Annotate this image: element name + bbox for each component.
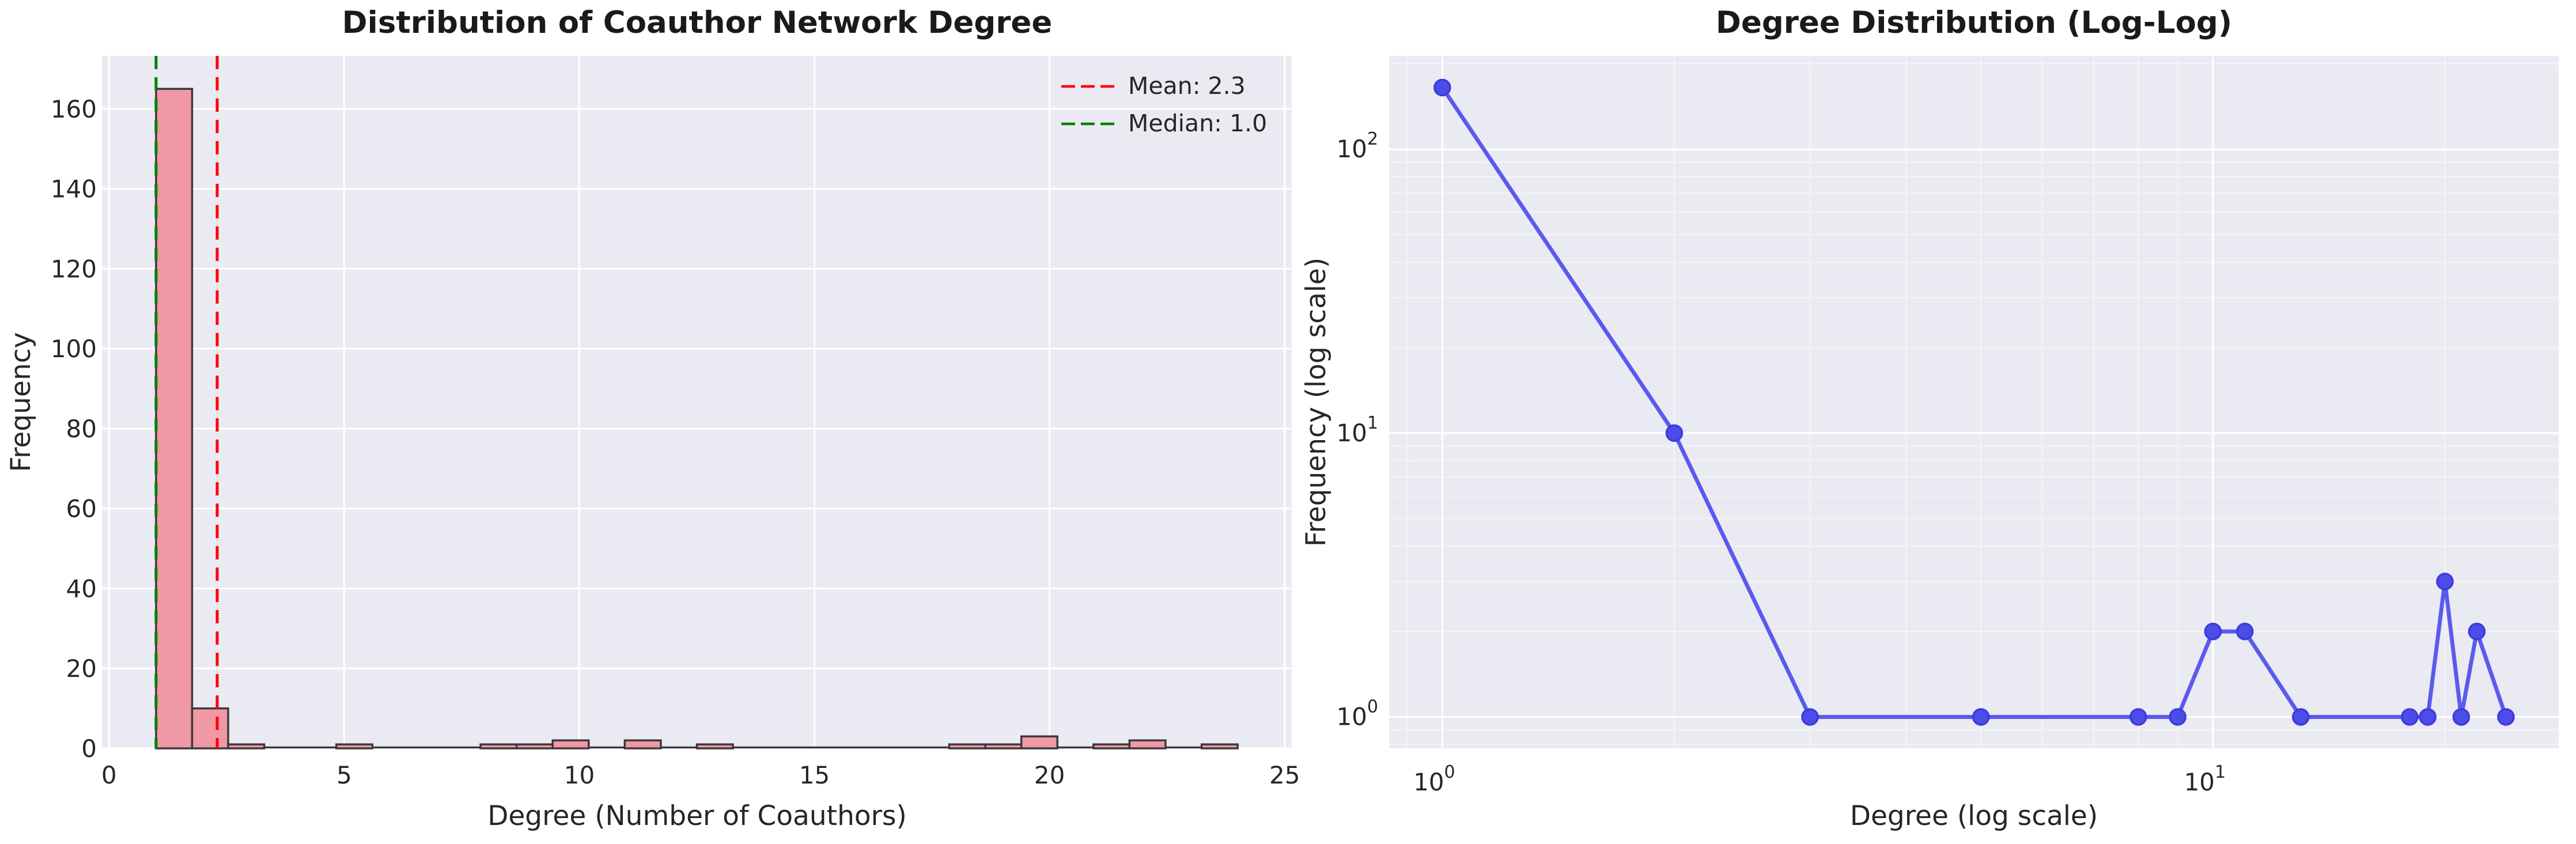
data-point-degree-24: [2497, 708, 2515, 726]
x-tick-label: 25: [1269, 761, 1300, 789]
x-tick-label: 15: [799, 761, 830, 789]
x-tick-label: 20: [1034, 761, 1065, 789]
y-tick-label: 0: [81, 735, 97, 763]
y-tick-label: 20: [66, 654, 97, 683]
data-point-degree-5: [1972, 708, 1990, 726]
histogram-bar-degree-18: [948, 743, 986, 750]
y-tick-label: 120: [51, 255, 97, 283]
plot-background: [1389, 56, 2559, 748]
loglog-yaxis-label: Frequency (log scale): [1300, 258, 1332, 547]
y-tick-label: 40: [66, 574, 97, 603]
data-point-degree-2: [1665, 424, 1684, 442]
data-point-degree-21: [2452, 708, 2471, 726]
histogram-panel: 0 5 10 15 20 25 0 20 40 60 80 100 120 140 160 Mean: 2.3…: [51, 56, 1300, 789]
histogram-bar-degree-1: [155, 88, 194, 750]
loglog-title: Degree Distribution (Log-Log): [1716, 5, 2232, 40]
histogram-bar-degree-22: [1128, 739, 1167, 750]
loglog-xaxis-label: Degree (log scale): [1850, 800, 2098, 832]
histogram-bar-degree-13: [695, 743, 734, 750]
histogram-bar-degree-19: [984, 743, 1023, 750]
data-point-degree-22: [2468, 622, 2486, 641]
data-point-degree-1: [1433, 78, 1451, 97]
y-tick-label: 60: [66, 495, 97, 523]
y-tick-label: 100: [1336, 697, 1378, 731]
data-point-degree-8: [2129, 708, 2147, 726]
x-tick-labels: 0 5 10 15 20 25: [101, 761, 1300, 789]
y-tick-label: 100: [51, 335, 97, 363]
data-points: [1433, 78, 2515, 726]
histogram-bar-degree-8: [479, 743, 518, 750]
histogram-title: Distribution of Coauthor Network Degree: [342, 5, 1053, 40]
legend-mean-label: Mean: 2.3: [1128, 72, 1246, 100]
legend: Mean: 2.3 Median: 1.0: [1061, 72, 1267, 137]
y-tick-label: 102: [1336, 129, 1378, 163]
minor-gridlines: [1389, 56, 2559, 748]
y-tick-label: 140: [51, 175, 97, 203]
data-point-degree-10: [2204, 622, 2222, 641]
histogram-bar-degree-3: [227, 743, 266, 750]
histogram-bar-degree-20: [1020, 735, 1058, 750]
data-point-degree-3: [1801, 708, 1819, 726]
histogram-yaxis-label: Frequency: [5, 332, 37, 472]
x-tick-labels: 100 101: [1413, 762, 2226, 796]
plot-background: [102, 56, 1292, 748]
histogram-bar-degree-10: [551, 739, 590, 750]
data-point-degree-11: [2235, 622, 2254, 641]
histogram-xaxis-label: Degree (Number of Coauthors): [487, 800, 907, 832]
y-tick-labels: 0 20 40 60 80 100 120 140 160: [51, 95, 97, 763]
histogram-bar-degree-2: [191, 707, 229, 750]
y-tick-label: 101: [1336, 413, 1378, 447]
histogram-bar-degree-11: [623, 739, 662, 750]
gridlines: [102, 56, 1292, 750]
histogram-bar-degree-9: [515, 743, 554, 750]
x-tick-label: 0: [101, 761, 117, 789]
x-tick-label: 5: [336, 761, 352, 789]
y-tick-labels: 100 101 102: [1336, 129, 1378, 731]
data-point-degree-20: [2436, 573, 2454, 591]
data-point-degree-19: [2419, 708, 2437, 726]
histogram-bars: [155, 88, 1239, 750]
x-tick-label: 100: [1413, 762, 1455, 796]
y-tick-label: 80: [66, 415, 97, 443]
data-point-degree-13: [2292, 708, 2310, 726]
histogram-bar-degree-24: [1200, 743, 1239, 750]
histogram-bar-degree-5: [335, 743, 374, 750]
x-tick-label: 101: [2184, 762, 2226, 796]
data-point-degree-18: [2401, 708, 2419, 726]
histogram-bar-degree-21: [1092, 743, 1131, 750]
x-tick-label: 10: [564, 761, 595, 789]
y-tick-label: 160: [51, 95, 97, 123]
loglog-panel: 100 101 100 101 102: [1336, 56, 2559, 796]
legend-median-label: Median: 1.0: [1128, 109, 1267, 137]
data-point-degree-9: [2169, 708, 2187, 726]
